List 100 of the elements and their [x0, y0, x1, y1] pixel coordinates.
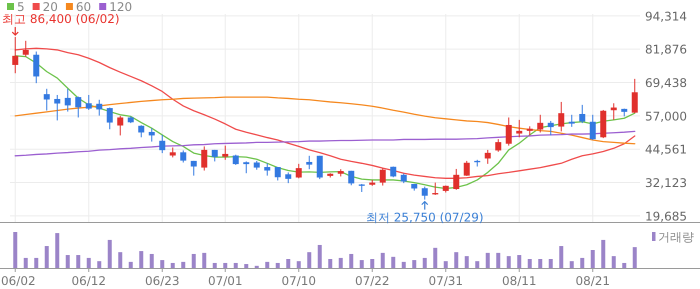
candlestick: [537, 114, 544, 133]
candlestick: [222, 145, 228, 160]
bar: [150, 254, 154, 268]
candlestick: [106, 107, 113, 130]
bar: [139, 251, 144, 268]
bar: [590, 250, 595, 268]
candlestick: [22, 40, 29, 58]
x-tick-label: 06/02: [1, 274, 36, 288]
bar: [44, 246, 49, 268]
bar: [422, 258, 427, 268]
candlestick: [590, 114, 596, 140]
bar: [223, 262, 228, 268]
candlestick: [201, 146, 208, 172]
bar: [517, 255, 522, 268]
bar: [244, 264, 248, 268]
bar: [559, 246, 564, 268]
bar: [570, 261, 574, 268]
y-tick-label: 32,123: [645, 176, 687, 190]
candlestick: [516, 119, 522, 138]
candlestick: [495, 138, 502, 152]
legend-label: 5: [17, 0, 25, 14]
candlestick: [296, 163, 302, 179]
bar: [360, 260, 364, 268]
x-tick-label: 06/23: [144, 274, 180, 288]
candlestick: [64, 88, 71, 112]
bar: [66, 255, 70, 268]
bar: [528, 259, 532, 268]
x-tick-label: 08/11: [502, 274, 537, 288]
legend-label: 20: [42, 0, 58, 14]
annotation: 최저 25,750 (07/29): [366, 210, 484, 225]
candlestick: [190, 160, 197, 176]
bar: [118, 252, 122, 268]
bar: [13, 232, 18, 268]
bar: [286, 259, 290, 268]
x-tick-label: 07/01: [208, 274, 243, 288]
candlestick: [548, 120, 554, 136]
candlestick: [180, 150, 186, 163]
bar: [580, 258, 584, 268]
bar: [170, 262, 175, 268]
candlestick: [579, 104, 586, 124]
annotation: 최고 86,400 (06/02): [2, 12, 120, 26]
bar: [454, 252, 458, 268]
bar: [181, 262, 186, 268]
legend-label: 120: [109, 0, 132, 14]
x-tick-label: 07/10: [281, 274, 316, 288]
y-tick-label: 69,438: [645, 76, 687, 90]
candlestick: [632, 78, 638, 114]
candlestick: [86, 94, 92, 110]
candlestick: [484, 149, 491, 164]
bar: [108, 240, 112, 268]
candlestick: [390, 166, 396, 178]
bar: [444, 261, 448, 268]
bar: [307, 252, 312, 268]
bar: [506, 256, 511, 268]
legend-label: 60: [76, 0, 92, 14]
bar: [97, 261, 102, 268]
bar: [370, 259, 374, 268]
candlestick: [306, 155, 312, 170]
candlestick: [422, 186, 428, 200]
y-tick-label: 94,314: [645, 9, 687, 24]
x-tick-label: 08/21: [575, 274, 610, 288]
bar: [338, 258, 343, 268]
candlestick: [348, 170, 354, 186]
bar: [402, 262, 406, 268]
bar: [34, 258, 38, 268]
x-tick-label: 06/12: [71, 274, 106, 288]
candlestick: [558, 101, 564, 132]
candlestick: [610, 102, 617, 120]
candlestick: [380, 168, 386, 186]
x-tick-label: 07/22: [354, 274, 390, 288]
bar: [86, 258, 91, 268]
bar: [632, 247, 637, 268]
bar: [349, 254, 354, 268]
candlestick: [285, 172, 292, 184]
candlestick: [464, 160, 470, 176]
candlestick: [44, 88, 50, 111]
candlestick: [96, 99, 102, 116]
bar: [76, 255, 80, 268]
y-tick-label: 44,561: [645, 142, 687, 157]
candlestick: [138, 124, 144, 138]
candlestick: [75, 96, 82, 118]
bar: [296, 261, 301, 268]
bar: [380, 252, 385, 268]
candlestick: [159, 134, 166, 154]
bar: [601, 240, 606, 268]
candlestick: [274, 166, 281, 181]
x-tick-label: 07/31: [428, 274, 464, 288]
bar: [128, 262, 133, 268]
y-tick-label: 81,876: [645, 42, 687, 57]
candlestick: [148, 128, 155, 142]
bar: [548, 259, 553, 268]
candlestick: [54, 94, 60, 121]
bar: [318, 244, 322, 268]
bar: [475, 261, 480, 268]
bar: [496, 252, 500, 268]
candlestick: [232, 154, 239, 166]
candlestick: [453, 168, 460, 190]
bar: [328, 259, 332, 268]
candlestick: [33, 51, 40, 84]
candlestick: [506, 116, 512, 146]
